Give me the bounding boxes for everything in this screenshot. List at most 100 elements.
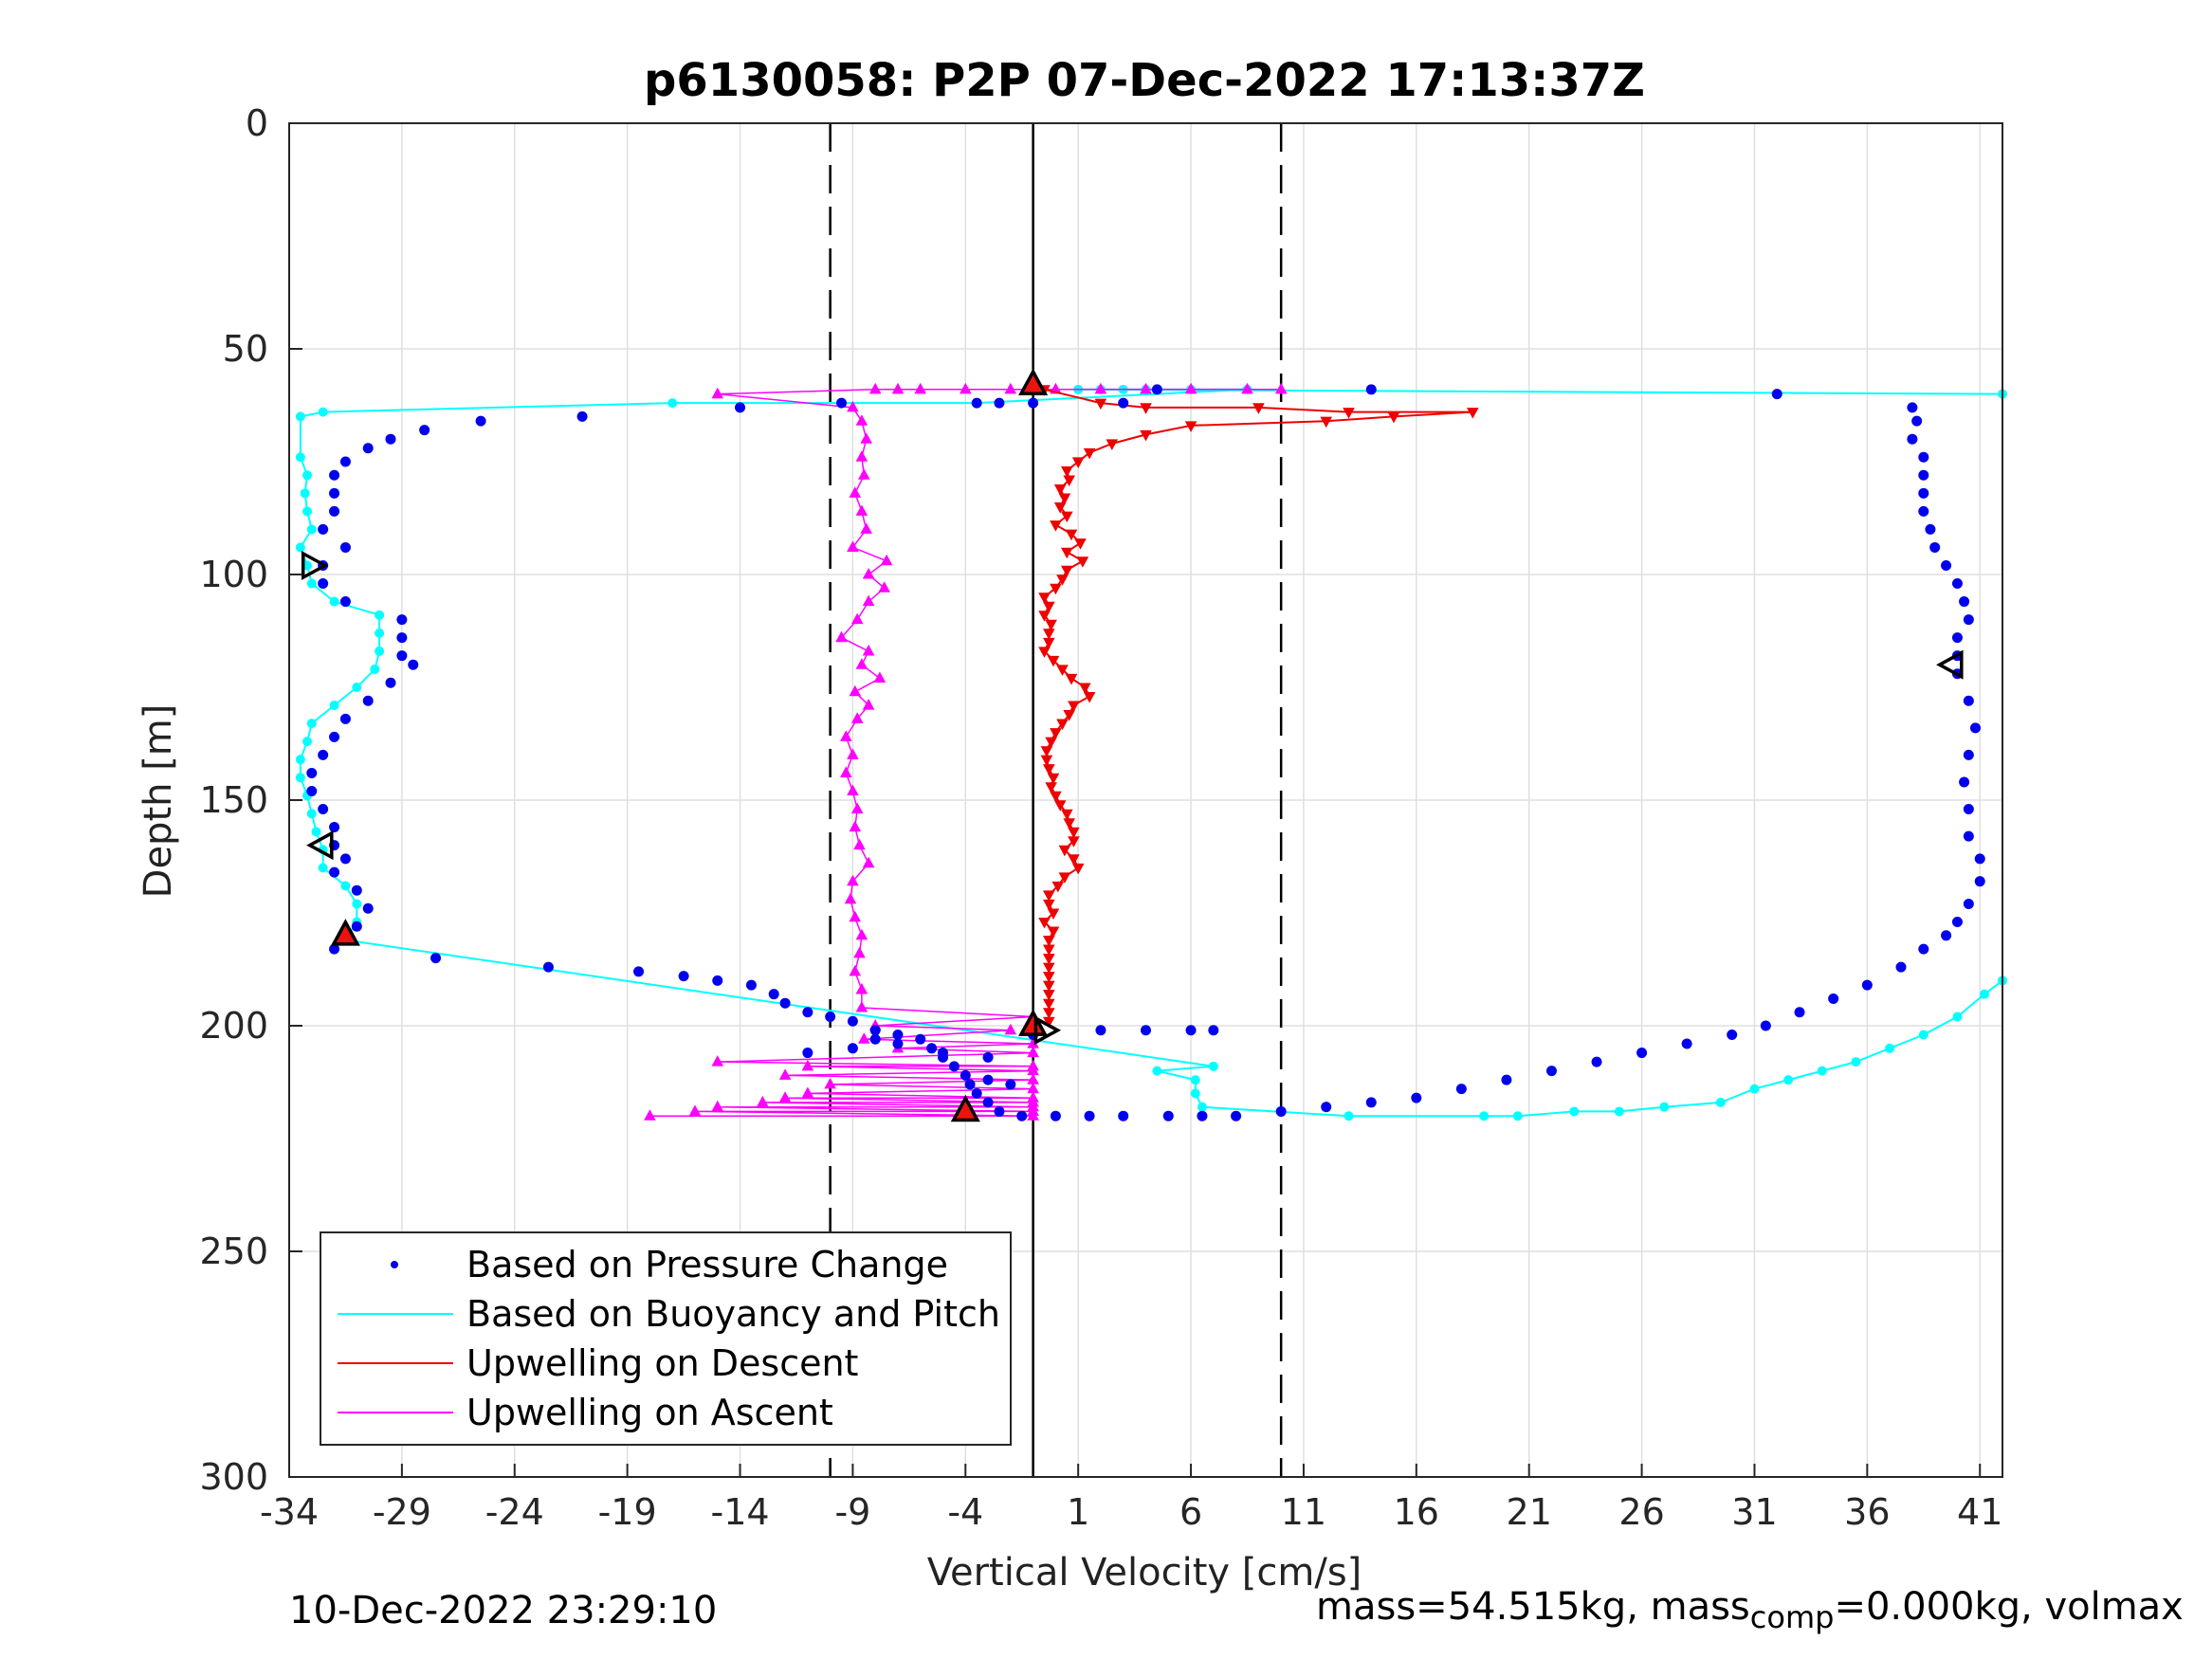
descent-marker: [1043, 980, 1055, 993]
descent-marker: [1050, 520, 1062, 532]
buoyancy-point: [306, 809, 317, 819]
pressure-point: [1963, 695, 1974, 706]
buoyancy-point: [1659, 1102, 1670, 1112]
pressure-point: [1918, 469, 1929, 481]
buoyancy-point: [329, 596, 339, 607]
footer-mass-info: mass=54.515kg, masscomp=0.000kg, volmax: [1316, 1585, 2184, 1635]
ascent-marker: [858, 468, 870, 480]
x-tick-label: 6: [1179, 1491, 1202, 1533]
buoyancy-point: [1208, 1061, 1218, 1071]
pressure-point: [1231, 1110, 1242, 1121]
pressure-point: [1275, 1105, 1287, 1117]
ascent-marker: [850, 712, 864, 723]
pressure-point: [1918, 451, 1929, 463]
ascent-marker: [1184, 382, 1197, 394]
pressure-point: [362, 443, 374, 454]
pressure-point: [1861, 979, 1873, 991]
descent-marker: [1056, 665, 1069, 676]
ascent-marker: [847, 540, 859, 552]
pressure-point: [1760, 1020, 1771, 1031]
buoyancy-point: [1190, 1075, 1200, 1085]
ascent-marker: [847, 874, 859, 886]
buoyancy-point: [306, 719, 317, 729]
buoyancy-point: [300, 488, 310, 499]
y-tick-label: 250: [199, 1231, 268, 1272]
buoyancy-point: [340, 881, 351, 891]
buoyancy-point: [1190, 1088, 1200, 1099]
pressure-point: [542, 961, 554, 973]
ascent-marker: [914, 382, 926, 394]
descent-marker: [1045, 619, 1057, 631]
ascent-marker: [801, 1086, 814, 1098]
direction-triangle-marker: [330, 919, 360, 946]
legend-entry-label: Based on Pressure Change: [466, 1244, 948, 1285]
buoyancy-point: [352, 683, 362, 692]
direction-triangle-marker: [1018, 368, 1049, 395]
descent-marker: [1053, 502, 1067, 514]
pressure-point: [915, 1033, 926, 1045]
ascent-marker: [862, 594, 875, 607]
descent-marker: [1043, 890, 1055, 902]
descent-marker: [1058, 845, 1071, 857]
descent-marker: [1068, 836, 1080, 848]
ascent-marker: [1027, 1037, 1039, 1048]
ascent-marker: [840, 730, 852, 741]
ascent-marker: [847, 784, 859, 795]
pressure-point: [971, 397, 982, 409]
ascent-marker: [849, 486, 862, 498]
pressure-point: [938, 1048, 949, 1059]
pressure-point: [475, 415, 486, 427]
series-layer: [295, 382, 2007, 1121]
descent-marker: [1038, 611, 1051, 622]
descent-marker: [1038, 647, 1051, 658]
legend-box: [320, 1231, 1012, 1446]
pressure-point: [678, 971, 689, 982]
pressure-point: [329, 822, 340, 833]
pressure-point: [1963, 614, 1974, 626]
buoyancy-point: [1479, 1111, 1490, 1121]
buoyancy-point: [302, 560, 313, 571]
pressure-point: [1918, 943, 1929, 955]
buoyancy-point: [1152, 1066, 1162, 1076]
descent-marker: [1061, 809, 1073, 821]
buoyancy-point: [1979, 989, 1989, 999]
buoyancy-point: [1614, 1106, 1624, 1117]
pressure-point: [1918, 505, 1929, 517]
pressure-point: [1907, 402, 1918, 413]
ascent-marker: [711, 387, 723, 399]
x-tick-label: 31: [1731, 1491, 1777, 1533]
descent-marker: [1063, 710, 1075, 721]
buoyancy-point: [370, 664, 380, 674]
x-tick-label: 36: [1844, 1491, 1890, 1533]
descent-marker: [1083, 692, 1096, 703]
pressure-point: [1185, 1025, 1197, 1036]
descent-marker: [1184, 421, 1197, 432]
pressure-point: [802, 1048, 814, 1059]
descent-marker: [1068, 854, 1080, 866]
footer-mass-comp-text: =0.000kg, volmax: [1834, 1585, 2184, 1629]
pressure-point: [926, 1043, 938, 1054]
pressure-point: [1118, 397, 1129, 409]
pressure-point: [329, 505, 340, 517]
buoyancy-point: [295, 773, 305, 783]
descent-marker: [1053, 484, 1067, 496]
pressure-point: [1455, 1084, 1467, 1095]
buoyancy-point: [318, 407, 328, 417]
pressure-point: [1951, 632, 1963, 644]
pressure-point: [971, 1087, 982, 1099]
descent-marker: [1061, 565, 1073, 577]
ascent-marker: [868, 382, 882, 394]
buoyancy-point: [1783, 1075, 1794, 1085]
pressure-point: [1681, 1038, 1692, 1049]
footer-comp-sub: comp: [1749, 1599, 1835, 1635]
buoyancy-point: [1851, 1057, 1861, 1067]
x-tick-label: -9: [834, 1491, 870, 1533]
pressure-point: [339, 456, 351, 467]
direction-triangle-marker: [1018, 1009, 1049, 1036]
footer-mass-text: mass=54.515kg, mass: [1316, 1585, 1750, 1629]
descent-marker: [1063, 818, 1075, 830]
pressure-point: [329, 487, 340, 499]
pressure-point: [1794, 1007, 1805, 1018]
pressure-point: [1321, 1102, 1332, 1113]
